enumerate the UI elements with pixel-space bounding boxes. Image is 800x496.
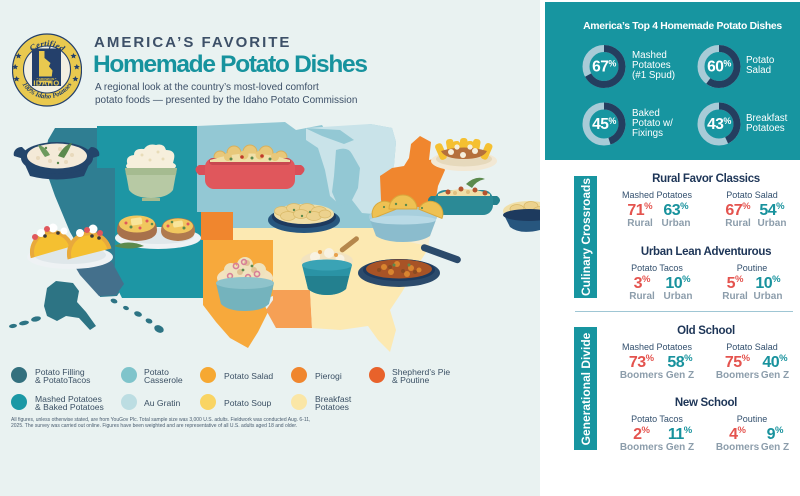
- svg-text:* GROWN IN *: * GROWN IN *: [37, 77, 57, 81]
- svg-text:60%: 60%: [707, 59, 731, 76]
- svg-text:Certified: Certified: [28, 38, 67, 53]
- svg-text:43%: 43%: [707, 116, 731, 133]
- svg-text:45%: 45%: [592, 116, 616, 133]
- svg-text:67%: 67%: [592, 59, 616, 76]
- svg-text:IDAHO: IDAHO: [33, 79, 59, 88]
